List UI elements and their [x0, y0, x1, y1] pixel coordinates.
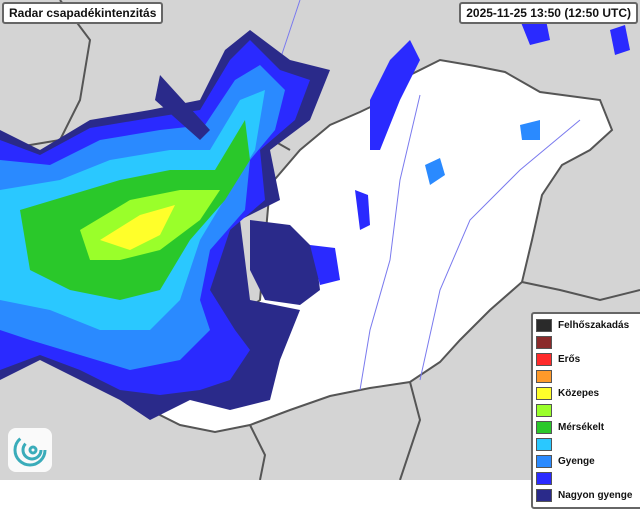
legend-swatch	[536, 438, 552, 451]
legend-swatch	[536, 370, 552, 383]
legend-swatch	[536, 489, 552, 502]
legend-item: Erős	[536, 351, 638, 368]
legend-swatch	[536, 455, 552, 468]
legend-label: Felhőszakadás	[558, 320, 630, 331]
legend-item	[536, 334, 638, 351]
legend-swatch	[536, 387, 552, 400]
precipitation	[0, 15, 630, 420]
legend-swatch	[536, 472, 552, 485]
legend-item	[536, 368, 638, 385]
legend-swatch	[536, 336, 552, 349]
legend-item: Gyenge	[536, 453, 638, 470]
legend-swatch	[536, 353, 552, 366]
timestamp: 2025-11-25 13:50 (12:50 UTC)	[459, 2, 638, 24]
legend-label: Nagyon gyenge	[558, 490, 633, 501]
radar-map[interactable]	[0, 0, 640, 480]
legend-item: Felhőszakadás	[536, 317, 638, 334]
legend-swatch	[536, 319, 552, 332]
legend-label: Közepes	[558, 388, 600, 399]
map-title: Radar csapadékintenzitás	[2, 2, 164, 24]
legend-item	[536, 402, 638, 419]
legend-item	[536, 470, 638, 487]
legend-item: Mérsékelt	[536, 419, 638, 436]
legend-item	[536, 436, 638, 453]
legend-item: Nagyon gyenge	[536, 487, 638, 504]
legend-swatch	[536, 421, 552, 434]
legend-swatch	[536, 404, 552, 417]
legend: Felhőszakadás Erős Közepes Mérsékelt Gyenge N…	[531, 312, 640, 509]
legend-label: Erős	[558, 354, 581, 365]
legend-item: Közepes	[536, 385, 638, 402]
radar-swirl-logo-icon	[8, 428, 52, 472]
legend-label: Gyenge	[558, 456, 595, 467]
legend-label: Mérsékelt	[558, 422, 605, 433]
